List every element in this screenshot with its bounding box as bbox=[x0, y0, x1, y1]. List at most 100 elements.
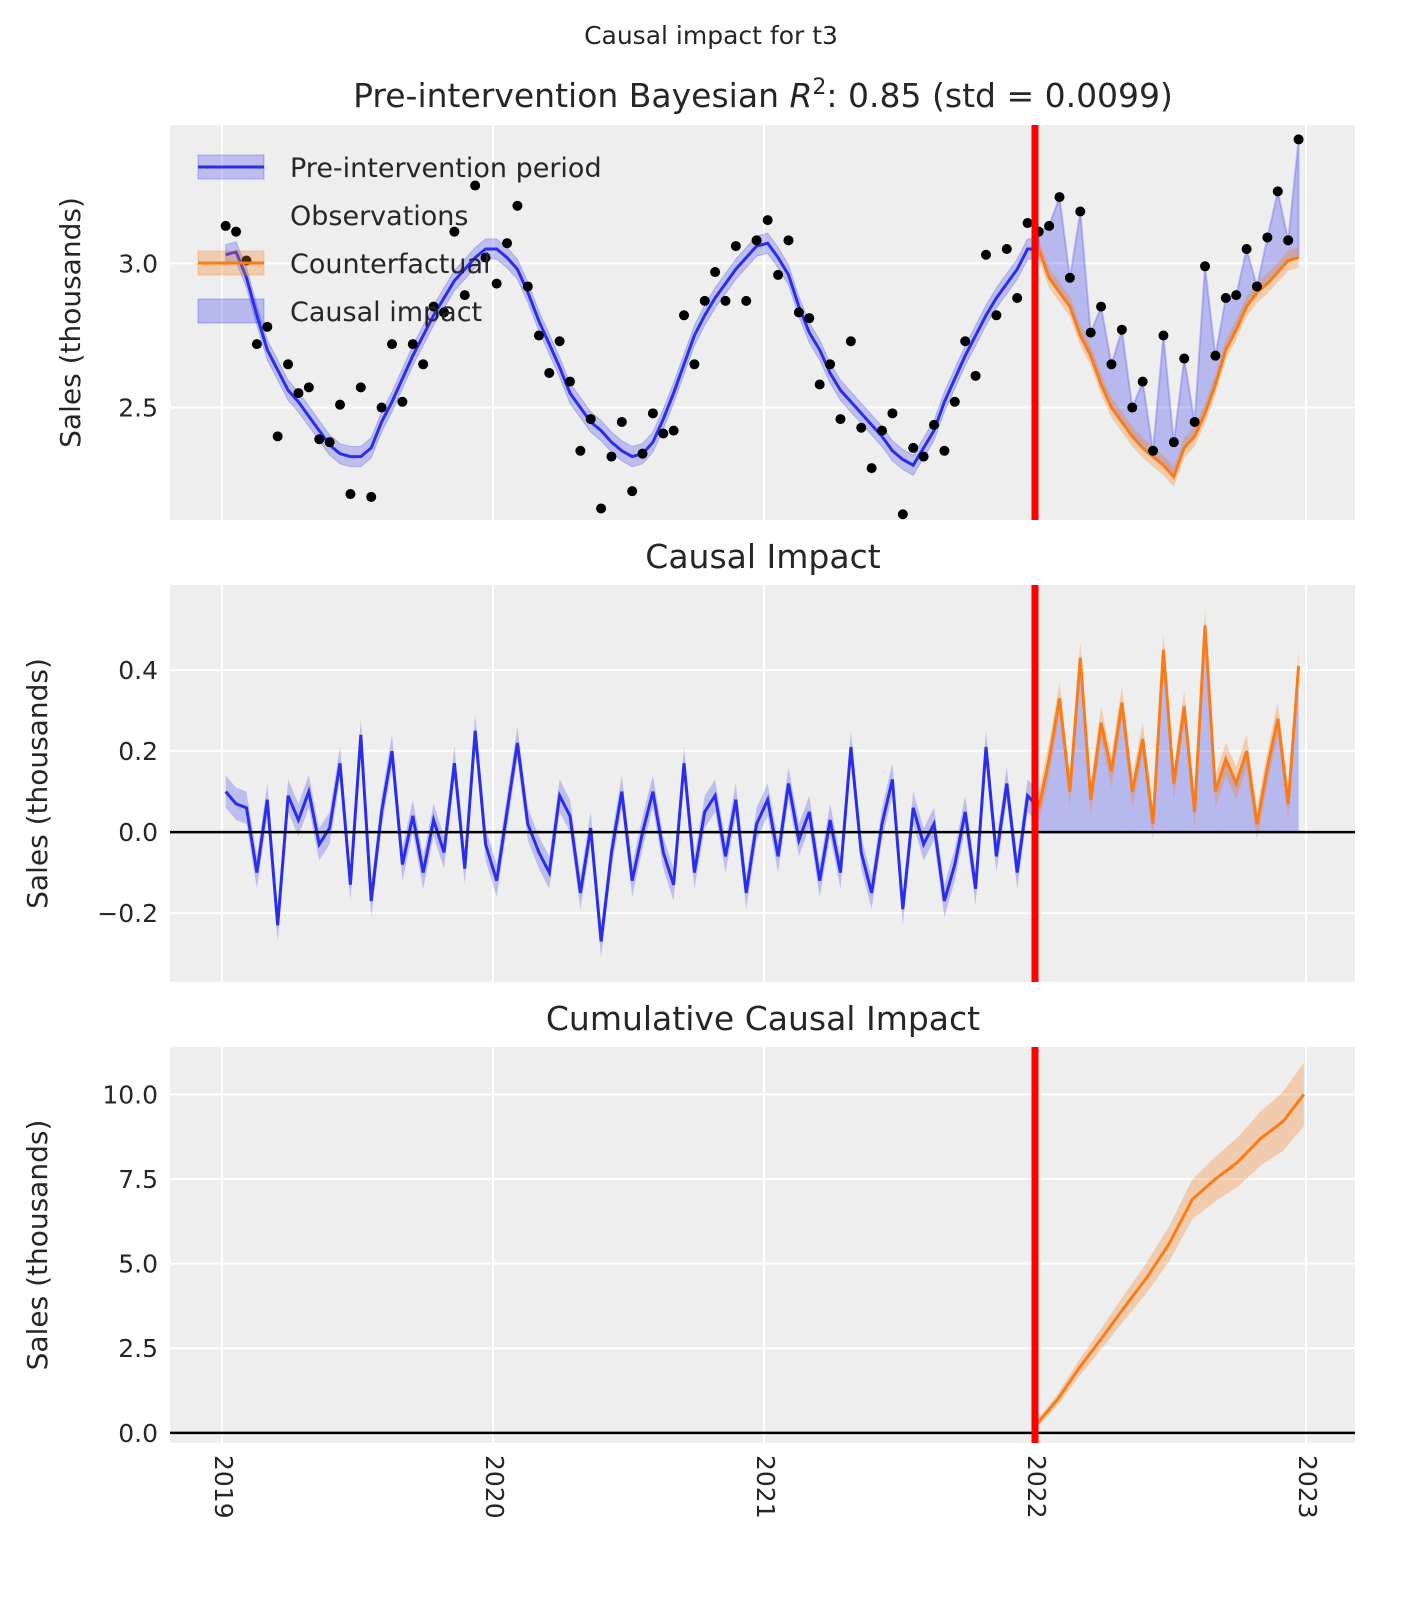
panel-title: Causal Impact bbox=[645, 537, 880, 576]
observation-point bbox=[825, 359, 836, 370]
observation-point bbox=[575, 445, 586, 456]
observation-point bbox=[991, 310, 1002, 321]
observation-point bbox=[866, 463, 877, 474]
observation-point bbox=[345, 489, 356, 500]
observation-point bbox=[908, 442, 919, 453]
plot-content bbox=[1033, 1062, 1305, 1430]
observation-point bbox=[658, 428, 669, 439]
observation-point bbox=[1293, 134, 1304, 145]
observation-point bbox=[762, 215, 773, 226]
observation-point bbox=[949, 396, 960, 407]
observation-point bbox=[1116, 324, 1127, 335]
observation-point bbox=[877, 425, 888, 436]
observation-point bbox=[554, 336, 565, 347]
observation-point bbox=[1022, 218, 1033, 229]
title-sup: 2 bbox=[812, 75, 826, 100]
observation-point bbox=[470, 180, 481, 191]
observation-point bbox=[449, 226, 460, 237]
observation-point bbox=[272, 431, 283, 442]
x-tick-label: 2020 bbox=[480, 1455, 509, 1519]
plot-area bbox=[170, 125, 1355, 520]
observation-point bbox=[480, 252, 491, 263]
observation-point bbox=[804, 313, 815, 324]
x-tick-label: 2023 bbox=[1293, 1455, 1322, 1519]
observation-point bbox=[1012, 292, 1023, 303]
observation-point bbox=[533, 330, 544, 341]
plot-area bbox=[170, 585, 1355, 982]
y-tick-label: 3.0 bbox=[118, 249, 158, 278]
observation-point bbox=[1054, 192, 1065, 203]
observation-point bbox=[387, 339, 398, 350]
observation-point bbox=[293, 388, 304, 399]
y-axis-label: Sales (thousands) bbox=[21, 1120, 54, 1371]
observation-point bbox=[668, 425, 679, 436]
counterfactual-hdi-band bbox=[1038, 238, 1299, 487]
observation-point bbox=[220, 220, 231, 231]
panel-3: 0.0 2.5 5.0 7.5 10.0 Cumulative Causal Impact… bbox=[21, 999, 1355, 1519]
observation-point bbox=[1085, 327, 1096, 338]
panel-title: Cumulative Causal Impact bbox=[546, 999, 980, 1038]
observation-point bbox=[939, 445, 950, 456]
observation-point bbox=[793, 307, 804, 318]
observation-point bbox=[428, 301, 439, 312]
title-var: R bbox=[789, 76, 812, 115]
legend-entry: Pre-intervention period bbox=[290, 153, 602, 184]
observation-point bbox=[1179, 353, 1190, 364]
observation-point bbox=[366, 491, 377, 502]
observation-point bbox=[1262, 232, 1273, 243]
observation-point bbox=[1158, 330, 1169, 341]
observation-point bbox=[918, 451, 929, 462]
observation-point bbox=[606, 451, 617, 462]
observation-point bbox=[1272, 186, 1283, 197]
observation-point bbox=[1189, 416, 1200, 427]
y-tick-label: 0.0 bbox=[118, 1419, 158, 1448]
observation-point bbox=[741, 295, 752, 306]
impact-line-pre bbox=[224, 730, 1040, 942]
observation-point bbox=[231, 226, 242, 237]
observation-point bbox=[512, 200, 523, 211]
observation-point bbox=[720, 295, 731, 306]
observation-point bbox=[689, 359, 700, 370]
observation-point bbox=[1200, 261, 1211, 272]
legend-entry: Counterfactual bbox=[290, 249, 491, 280]
observation-point bbox=[1044, 220, 1055, 231]
observation-point bbox=[324, 437, 335, 448]
impact-line-post bbox=[1037, 625, 1301, 825]
observation-point bbox=[407, 339, 418, 350]
observation-point bbox=[637, 448, 648, 459]
observation-point bbox=[710, 267, 721, 278]
observation-point bbox=[814, 379, 825, 390]
observation-point bbox=[1075, 206, 1086, 217]
observation-point bbox=[835, 414, 846, 425]
y-axis-label: Sales (thousands) bbox=[54, 197, 87, 448]
observation-point bbox=[970, 370, 981, 381]
observation-point bbox=[1106, 359, 1117, 370]
observation-point bbox=[335, 399, 346, 410]
observation-point bbox=[1064, 272, 1075, 283]
observation-point bbox=[376, 402, 387, 413]
model-mean-line bbox=[225, 241, 1039, 468]
panel-title: Pre-intervention Bayesian R2: 0.85 (std … bbox=[353, 75, 1173, 115]
y-tick-label: 0.2 bbox=[118, 737, 158, 766]
observation-point bbox=[355, 382, 366, 393]
plot-area bbox=[170, 1047, 1355, 1443]
observation-point bbox=[856, 422, 867, 433]
y-axis-label: Sales (thousands) bbox=[21, 658, 54, 909]
observation-point bbox=[544, 367, 555, 378]
observation-point bbox=[585, 414, 596, 425]
y-tick-label: 5.0 bbox=[118, 1250, 158, 1279]
observation-point bbox=[303, 382, 314, 393]
plot-content bbox=[224, 609, 1301, 958]
observation-point bbox=[783, 235, 794, 246]
observation-point bbox=[596, 503, 607, 514]
y-tick-label: 7.5 bbox=[118, 1165, 158, 1194]
observation-point bbox=[1251, 281, 1262, 292]
x-tick-label: 2021 bbox=[751, 1455, 780, 1519]
observation-point bbox=[1220, 292, 1231, 303]
observation-point bbox=[1210, 350, 1221, 361]
cumulative-impact-line bbox=[1033, 1093, 1305, 1428]
y-tick-label: 2.5 bbox=[118, 1334, 158, 1363]
observation-point bbox=[887, 408, 898, 419]
observation-point bbox=[897, 509, 908, 520]
